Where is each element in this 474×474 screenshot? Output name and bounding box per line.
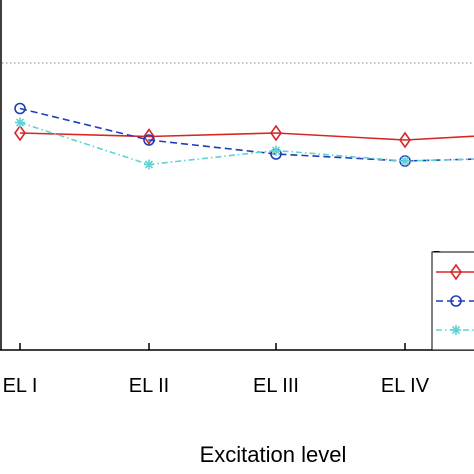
data-point [143, 128, 155, 145]
data-point [14, 102, 26, 115]
x-axis-label: Excitation level [200, 442, 347, 467]
data-point [15, 117, 25, 128]
x-tick-label: EL II [129, 375, 169, 397]
legend-entry [436, 325, 474, 335]
data-point [270, 124, 282, 142]
x-tick-label: EL III [253, 375, 299, 397]
series-3 [15, 117, 474, 170]
data-point [143, 134, 155, 146]
legend-entries [436, 263, 474, 335]
data-point [14, 124, 26, 142]
series-layer [14, 102, 474, 170]
series-1 [14, 124, 474, 149]
x-tick-label: EL I [3, 375, 38, 397]
data-point [400, 156, 410, 166]
data-point [399, 131, 411, 149]
data-point [451, 325, 461, 335]
legend-entry [436, 263, 474, 281]
legend-entry [436, 295, 474, 307]
data-point [450, 263, 462, 281]
data-point [144, 159, 154, 170]
series-line [19, 121, 474, 166]
data-point [271, 145, 281, 156]
legend: Dam [431, 248, 474, 351]
x-tick-label: EL IV [381, 375, 430, 397]
x-ticks [19, 343, 406, 350]
data-point [450, 295, 462, 307]
plot-frame [0, 0, 474, 351]
series-line [19, 132, 474, 141]
